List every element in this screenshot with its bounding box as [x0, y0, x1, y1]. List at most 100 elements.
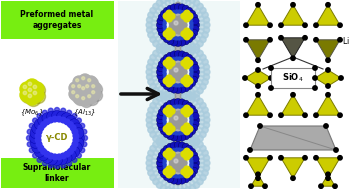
Circle shape — [169, 172, 173, 177]
Circle shape — [192, 155, 199, 163]
Circle shape — [166, 81, 172, 87]
Circle shape — [164, 63, 169, 67]
Circle shape — [202, 59, 208, 65]
Circle shape — [148, 12, 154, 18]
Circle shape — [183, 172, 187, 177]
Circle shape — [170, 177, 178, 184]
Circle shape — [175, 161, 181, 167]
Circle shape — [166, 154, 172, 160]
Circle shape — [163, 145, 170, 153]
Circle shape — [171, 174, 176, 178]
Circle shape — [169, 108, 175, 114]
Circle shape — [256, 176, 260, 180]
Circle shape — [192, 68, 200, 76]
Circle shape — [189, 185, 195, 189]
Circle shape — [163, 151, 170, 157]
Circle shape — [175, 89, 181, 95]
Circle shape — [177, 139, 179, 142]
Circle shape — [153, 12, 159, 17]
Circle shape — [173, 45, 179, 50]
Circle shape — [179, 25, 186, 32]
Circle shape — [72, 157, 77, 162]
Circle shape — [256, 58, 260, 62]
Circle shape — [189, 42, 195, 48]
Circle shape — [175, 158, 181, 164]
Circle shape — [193, 135, 198, 140]
Circle shape — [165, 44, 170, 50]
Circle shape — [158, 29, 165, 36]
Circle shape — [76, 118, 81, 123]
Circle shape — [184, 126, 190, 132]
Circle shape — [92, 91, 95, 94]
Circle shape — [180, 174, 185, 178]
Circle shape — [170, 50, 176, 57]
Circle shape — [195, 83, 201, 89]
Circle shape — [187, 111, 192, 115]
Circle shape — [156, 95, 163, 101]
Circle shape — [189, 71, 194, 76]
Circle shape — [158, 109, 165, 116]
Circle shape — [175, 88, 181, 94]
Circle shape — [186, 0, 191, 6]
Circle shape — [291, 176, 295, 180]
Circle shape — [28, 88, 32, 92]
Circle shape — [153, 33, 159, 38]
Circle shape — [187, 15, 192, 20]
Circle shape — [174, 9, 179, 14]
Circle shape — [163, 78, 170, 84]
Circle shape — [303, 23, 307, 27]
Circle shape — [177, 121, 179, 123]
Circle shape — [177, 115, 179, 118]
Circle shape — [175, 164, 181, 170]
Circle shape — [180, 57, 185, 61]
Circle shape — [150, 146, 156, 152]
Circle shape — [69, 88, 81, 100]
Circle shape — [175, 92, 181, 98]
Circle shape — [177, 54, 179, 57]
Circle shape — [177, 132, 179, 136]
Circle shape — [174, 21, 181, 29]
Circle shape — [32, 123, 43, 134]
Circle shape — [169, 158, 177, 165]
Circle shape — [189, 47, 195, 53]
Circle shape — [186, 95, 191, 101]
Circle shape — [170, 4, 178, 11]
Circle shape — [166, 38, 174, 45]
Circle shape — [175, 125, 181, 131]
Circle shape — [169, 78, 175, 84]
Circle shape — [186, 138, 191, 144]
Circle shape — [175, 122, 181, 128]
Circle shape — [313, 76, 317, 80]
Circle shape — [192, 17, 199, 25]
Circle shape — [200, 71, 205, 77]
Circle shape — [92, 85, 95, 88]
Circle shape — [175, 20, 181, 26]
Circle shape — [189, 0, 195, 3]
Circle shape — [181, 169, 187, 175]
Circle shape — [180, 132, 186, 138]
Circle shape — [314, 23, 318, 27]
Circle shape — [82, 97, 85, 100]
Circle shape — [175, 152, 181, 158]
Circle shape — [170, 39, 178, 46]
Circle shape — [186, 60, 193, 66]
Circle shape — [79, 84, 91, 96]
Circle shape — [166, 143, 174, 150]
Circle shape — [175, 122, 183, 129]
Circle shape — [192, 120, 199, 128]
Circle shape — [166, 85, 174, 92]
Circle shape — [177, 160, 179, 163]
Circle shape — [204, 117, 210, 123]
Circle shape — [148, 107, 154, 113]
Circle shape — [30, 88, 44, 102]
Circle shape — [169, 46, 174, 51]
Circle shape — [175, 154, 183, 161]
Circle shape — [166, 126, 172, 132]
Circle shape — [202, 107, 208, 113]
Circle shape — [188, 27, 193, 32]
Circle shape — [172, 26, 179, 33]
Circle shape — [200, 162, 205, 168]
Circle shape — [172, 112, 179, 119]
Circle shape — [82, 129, 87, 134]
Circle shape — [151, 67, 156, 73]
